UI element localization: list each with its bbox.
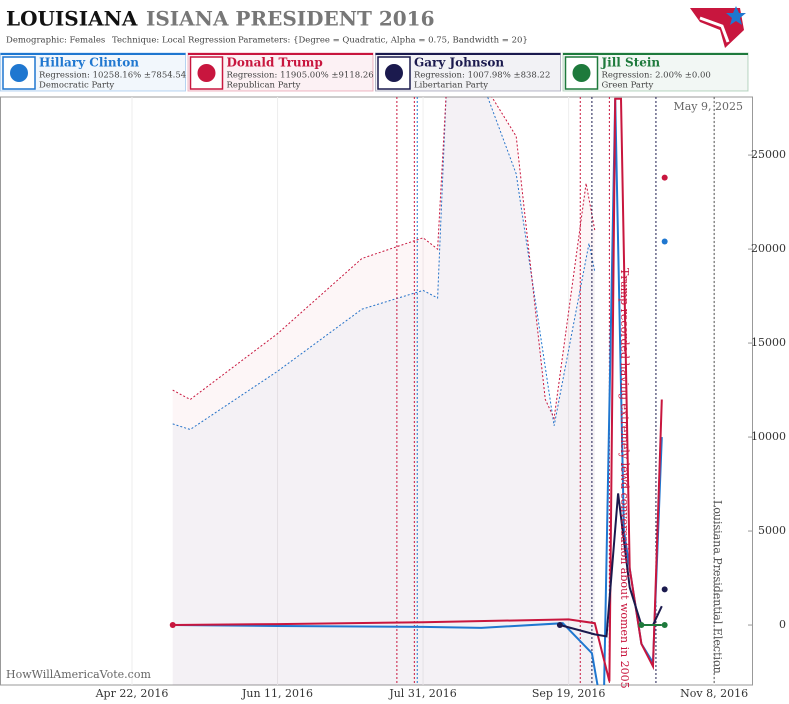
legend-name: Jill Stein [601, 56, 661, 70]
x-tick-label: Jun 11, 2016 [241, 687, 313, 700]
x-tick-label: Apr 22, 2016 [95, 687, 169, 700]
point [661, 622, 668, 629]
y-tick-label: 10000 [751, 430, 786, 443]
legend-regression: Regression: 10258.16% ±7854.54 [39, 71, 186, 81]
legend-card-top [0, 53, 186, 55]
legend-icon-glyph [10, 64, 28, 82]
y-tick-label: 20000 [751, 242, 786, 255]
series-line [172, 97, 663, 682]
legend-icon-glyph [385, 64, 403, 82]
y-tick-label: 5000 [758, 524, 786, 537]
band-area [172, 97, 595, 685]
plot [131, 97, 715, 685]
point [661, 586, 668, 593]
parameters: Parameters: {Degree = Quadratic, Alpha =… [238, 36, 528, 46]
demographic: Demographic: Females [6, 36, 105, 46]
legend-name: Hillary Clinton [39, 56, 139, 70]
x-tick-label: Jul 31, 2016 [388, 687, 457, 700]
watermark: HowWillAmericaVote.com [6, 668, 151, 681]
point [661, 174, 668, 181]
technique: Technique: Local Regression [112, 36, 237, 46]
logo [690, 6, 746, 48]
legend-regression: Regression: 1007.98% ±838.22 [414, 71, 550, 81]
title-rest: ISIANA PRESIDENT 2016 [146, 7, 435, 31]
band-upper [172, 97, 596, 431]
point [661, 238, 668, 245]
y-tick-label: 15000 [751, 336, 786, 349]
legend-party: Democratic Party [39, 81, 114, 91]
band-area [172, 97, 595, 685]
legend-name: Gary Johnson [414, 56, 504, 70]
x-tick-label: Sep 19, 2016 [532, 687, 606, 700]
legend-name: Donald Trump [227, 56, 323, 70]
y-tick-label: 25000 [751, 148, 786, 161]
legend-card-top [188, 53, 373, 55]
annotation: Trump recorded having extremely lewd con… [618, 268, 631, 689]
legend-card-top [375, 53, 561, 55]
legend-regression: Regression: 11905.00% ±9118.26 [227, 71, 374, 81]
legend-party: Green Party [602, 81, 654, 91]
date-note: May 9, 2025 [673, 100, 743, 113]
title-main: LOUISIANA [6, 7, 138, 31]
legend-party: Republican Party [227, 81, 301, 91]
legend-icon-glyph [572, 64, 591, 82]
point [638, 622, 645, 629]
point [169, 622, 176, 629]
legend-regression: Regression: 2.00% ±0.00 [602, 71, 711, 81]
y-tick-label: 0 [779, 618, 786, 631]
band-upper [172, 97, 596, 421]
legend-card-top [563, 53, 748, 55]
legend-icon-glyph [197, 64, 216, 82]
legend-party: Libertarian Party [414, 81, 488, 91]
annotation: Louisiana Presidential Election [711, 500, 724, 674]
point [556, 622, 563, 629]
x-tick-label: Nov 8, 2016 [680, 687, 748, 700]
